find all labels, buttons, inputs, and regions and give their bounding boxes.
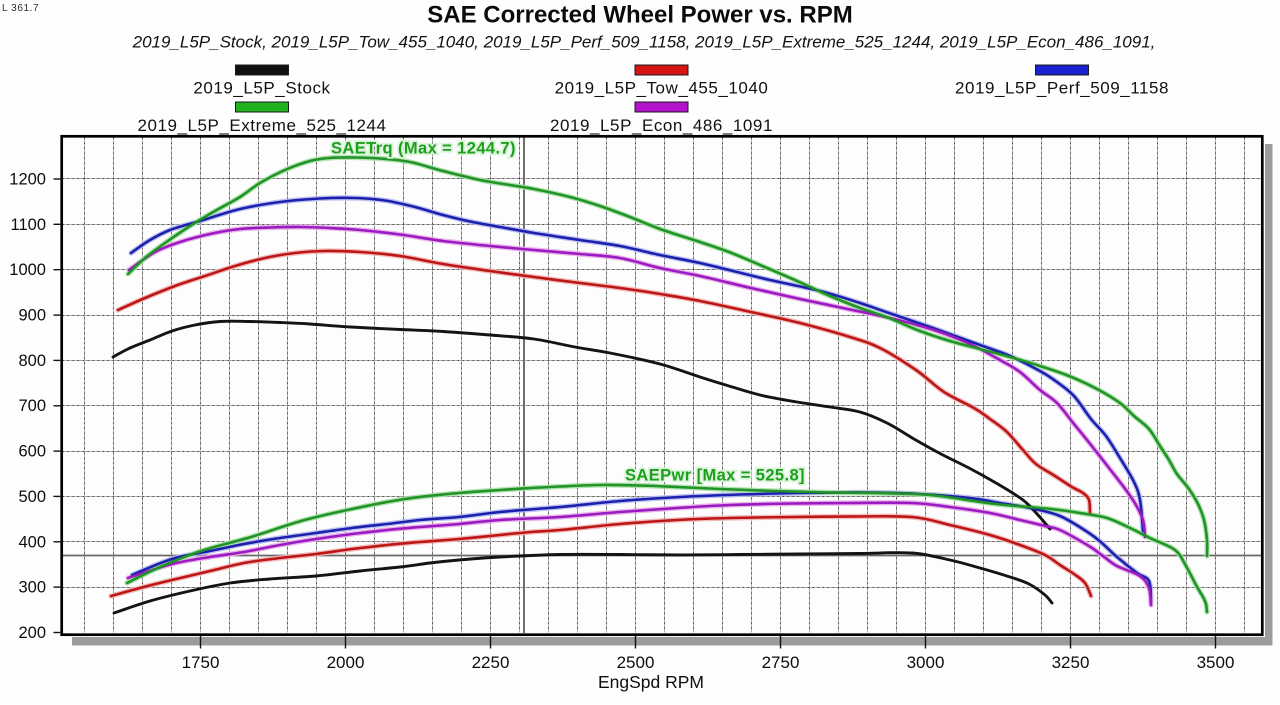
svg-text:700: 700 bbox=[18, 397, 46, 415]
svg-text:2019_L5P_Stock, 2019_L5P_Tow_4: 2019_L5P_Stock, 2019_L5P_Tow_455_1040, 2… bbox=[132, 33, 1156, 52]
svg-text:SAETrq (Max = 1244.7): SAETrq (Max = 1244.7) bbox=[331, 140, 516, 158]
svg-text:1750: 1750 bbox=[182, 653, 220, 672]
svg-text:EngSpd RPM: EngSpd RPM bbox=[598, 672, 704, 692]
svg-text:2019_L5P_Tow_455_1040: 2019_L5P_Tow_455_1040 bbox=[555, 79, 769, 98]
svg-text:200: 200 bbox=[18, 624, 46, 642]
svg-text:1100: 1100 bbox=[11, 216, 46, 234]
svg-text:2019_L5P_Econ_486_1091: 2019_L5P_Econ_486_1091 bbox=[550, 116, 773, 135]
svg-text:2250: 2250 bbox=[472, 653, 510, 672]
svg-text:400: 400 bbox=[18, 533, 46, 551]
svg-text:2500: 2500 bbox=[617, 653, 655, 672]
svg-text:1200: 1200 bbox=[9, 171, 46, 189]
svg-text:L 361.7: L 361.7 bbox=[2, 3, 39, 14]
svg-text:600: 600 bbox=[18, 443, 46, 461]
svg-text:3250: 3250 bbox=[1052, 653, 1090, 672]
svg-text:2019_L5P_Perf_509_1158: 2019_L5P_Perf_509_1158 bbox=[955, 79, 1169, 98]
svg-text:900: 900 bbox=[18, 307, 46, 325]
svg-text:SAEPwr [Max = 525.8]: SAEPwr [Max = 525.8] bbox=[625, 467, 805, 485]
svg-text:SAE Corrected Wheel Power vs.: SAE Corrected Wheel Power vs. RPM bbox=[427, 2, 852, 29]
svg-text:500: 500 bbox=[18, 488, 46, 506]
svg-text:2750: 2750 bbox=[762, 653, 800, 672]
svg-text:3500: 3500 bbox=[1197, 653, 1235, 672]
svg-text:2000: 2000 bbox=[327, 653, 365, 672]
svg-text:1000: 1000 bbox=[9, 261, 46, 279]
svg-text:800: 800 bbox=[18, 352, 46, 370]
svg-text:2019_L5P_Stock: 2019_L5P_Stock bbox=[193, 79, 330, 98]
svg-text:2019_L5P_Extreme_525_1244: 2019_L5P_Extreme_525_1244 bbox=[137, 116, 386, 135]
svg-text:3000: 3000 bbox=[907, 653, 945, 672]
svg-text:300: 300 bbox=[18, 579, 46, 597]
